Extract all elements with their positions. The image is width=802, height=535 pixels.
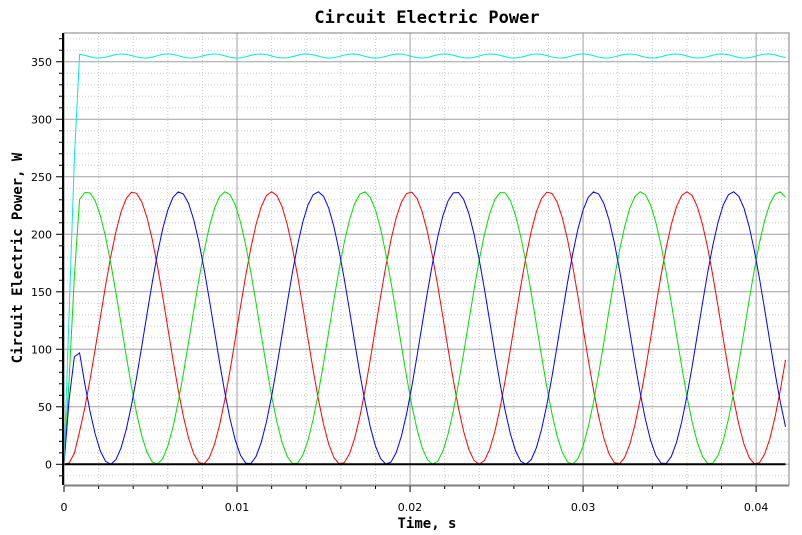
tick-labels: 0 50 100 150 200 250 300 350 0 0.01 0.02 0.03 0.04 xyxy=(31,56,768,514)
phase-a-series xyxy=(63,191,787,465)
y-tick-label: 350 xyxy=(31,56,52,69)
chart-title: Circuit Electric Power xyxy=(314,8,539,28)
x-tick-label: 0 xyxy=(61,501,68,514)
x-tick-label: 0.01 xyxy=(225,501,250,514)
phase-b-series xyxy=(63,191,786,465)
x-tick-label: 0.03 xyxy=(571,501,596,514)
y-tick-label: 150 xyxy=(31,286,52,299)
y-axis-label: Circuit Electric Power, W xyxy=(10,152,26,363)
axes xyxy=(56,32,790,492)
y-tick-label: 200 xyxy=(31,228,52,241)
x-axis-label: Time, s xyxy=(397,516,456,532)
y-tick-label: 50 xyxy=(38,401,52,414)
y-tick-label: 300 xyxy=(31,113,52,126)
x-tick-label: 0.02 xyxy=(398,501,423,514)
total-power-series xyxy=(63,53,786,465)
y-tick-label: 0 xyxy=(45,458,52,471)
y-tick-label: 100 xyxy=(31,343,52,356)
y-tick-label: 250 xyxy=(31,171,52,184)
x-tick-label: 0.04 xyxy=(744,501,769,514)
series-group xyxy=(63,53,787,466)
